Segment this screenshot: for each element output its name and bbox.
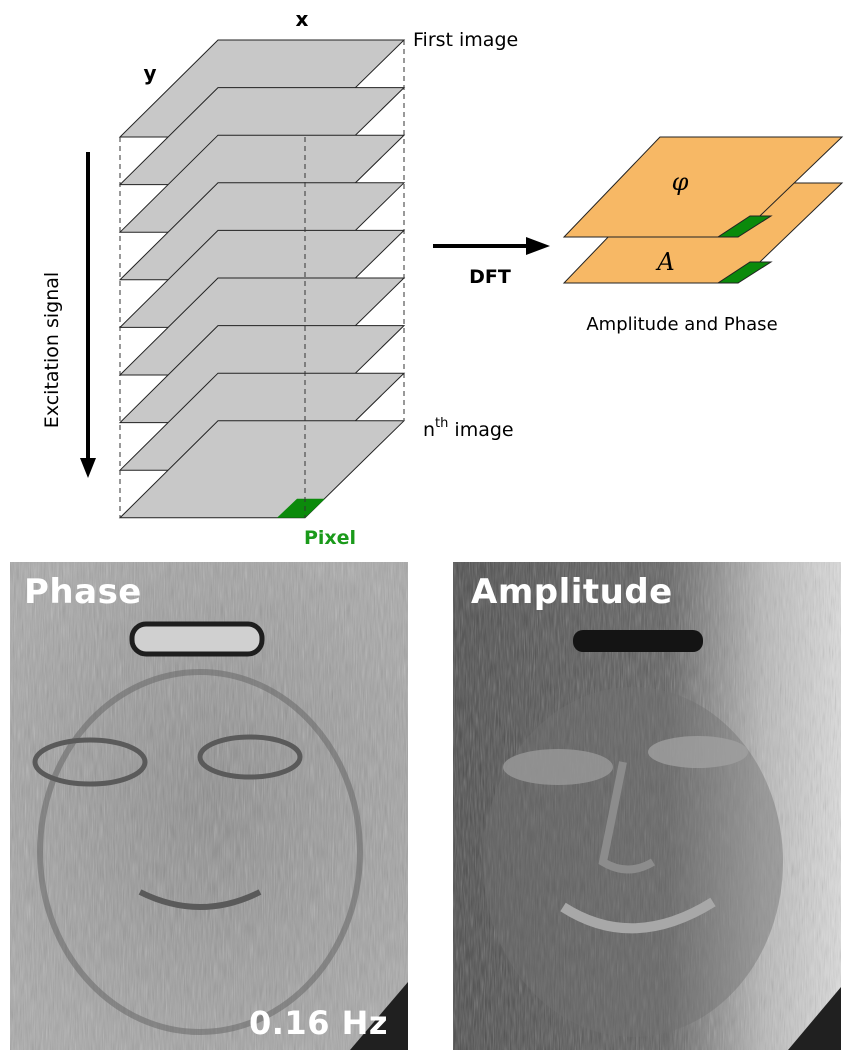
nth-suffix: image	[448, 419, 513, 441]
phase-plane-pixel	[716, 215, 773, 238]
dft-arrow	[433, 237, 550, 255]
amplitude-phase-planes	[562, 136, 844, 284]
phase-mouth	[138, 889, 262, 910]
axis-x-label: x	[296, 7, 309, 31]
phase-corner-dark	[350, 982, 408, 1050]
nth-image-label: nth image	[423, 416, 514, 441]
amplitude-plane-pixel	[716, 261, 773, 284]
phase-label: Phase	[24, 572, 142, 612]
phase-left-eye	[32, 737, 148, 787]
dft-diagram: x y First image nth image Excitation sig…	[41, 7, 844, 549]
dft-arrow-head	[526, 237, 550, 255]
amplitude-mouth	[560, 897, 716, 934]
nth-superscript: th	[435, 416, 448, 431]
dft-label: DFT	[469, 266, 511, 288]
amplitude-face	[483, 687, 783, 1037]
stack-pixel	[277, 498, 325, 518]
image-stack	[118, 39, 406, 519]
amplitude-label: Amplitude	[471, 572, 673, 612]
axis-y-label: y	[143, 61, 156, 85]
phase-image-texture	[10, 562, 408, 1050]
stack-dashed-edges	[119, 40, 405, 518]
amplitude-image: Amplitude	[453, 562, 841, 1050]
first-image-label: First image	[413, 29, 518, 51]
excitation-signal-label: Excitation signal	[41, 272, 63, 428]
amplitude-right-eye	[648, 736, 748, 768]
amplitude-image-texture	[453, 562, 841, 1050]
nth-prefix: n	[423, 419, 435, 441]
phase-face-outline	[37, 669, 363, 1035]
amplitude-left-eye	[503, 749, 613, 785]
amplitude-nose	[598, 761, 656, 874]
phase-right-eye	[197, 734, 303, 780]
amplitude-corner-dark	[788, 987, 841, 1050]
phase-symbol: φ	[672, 168, 689, 196]
frequency-label: 0.16 Hz	[249, 1004, 388, 1042]
amplitude-top-bar	[573, 630, 703, 652]
excitation-arrow-head	[80, 458, 96, 478]
phase-plane	[562, 136, 844, 238]
phase-top-bar	[129, 621, 265, 657]
excitation-arrow	[80, 152, 96, 478]
pixel-label: Pixel	[304, 527, 356, 549]
stack-layer	[118, 420, 406, 519]
result-caption: Amplitude and Phase	[586, 314, 777, 335]
phase-image: Phase 0.16 Hz	[10, 562, 408, 1050]
amplitude-symbol: A	[655, 248, 674, 276]
